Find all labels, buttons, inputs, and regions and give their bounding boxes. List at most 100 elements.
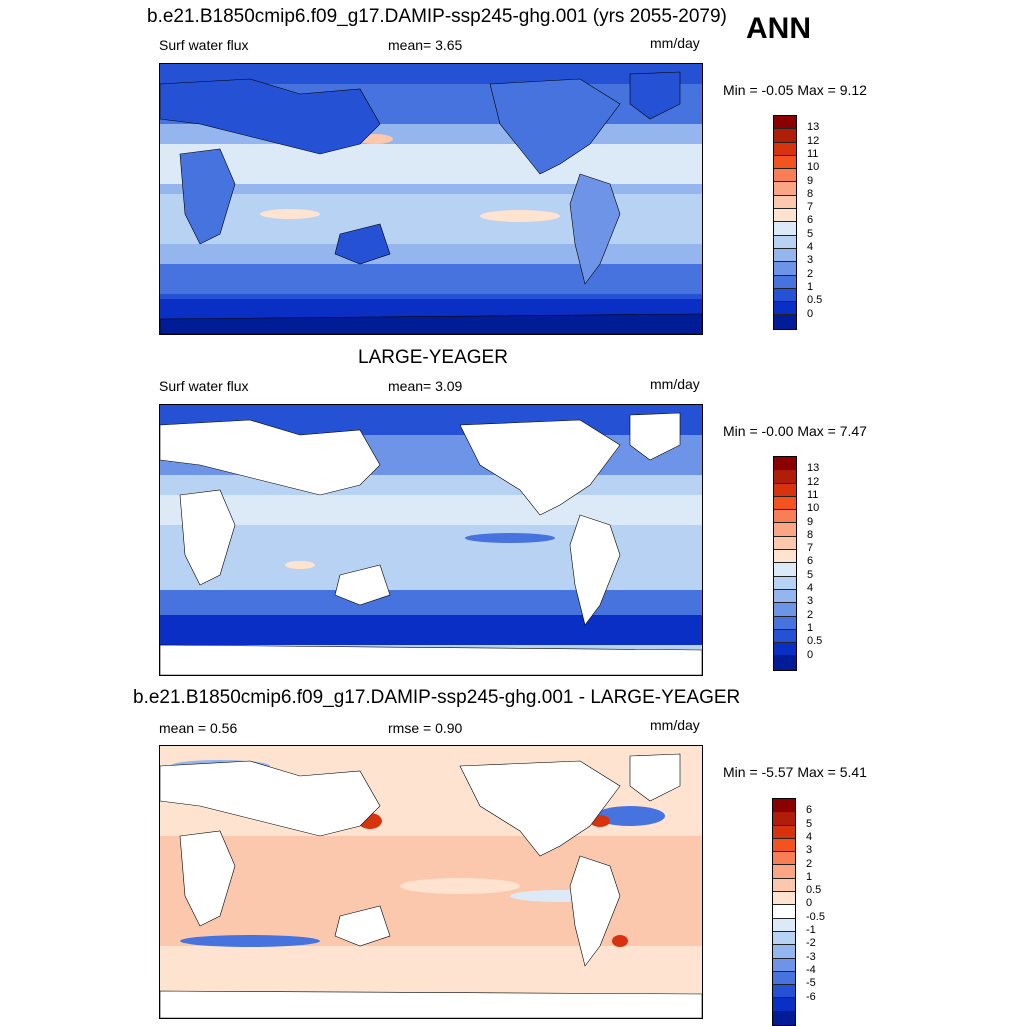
colorbar-swatch [774,496,796,511]
colorbar-tick-label: 5 [807,568,814,581]
colorbar-tick-label: 0.5 [806,884,822,897]
colorbar-tick-label: 0 [806,897,813,910]
colorbar-swatch [774,470,796,484]
colorbar-tick-label: 4 [807,582,814,594]
colorbar-swatch [773,812,795,826]
colorbar-swatch [774,169,796,183]
colorbar-tick-label: 5 [806,817,813,830]
colorbar-tick-label: 8 [807,528,814,541]
colorbar-tick-label: -4 [806,963,816,976]
panel2-colorbar [773,456,797,671]
panel1-colorbar [773,115,797,330]
colorbar-tick-label: 6 [806,804,813,817]
colorbar-swatch [774,483,796,497]
colorbar-swatch [774,315,796,329]
panel3-title: b.e21.B1850cmip6.f09_g17.DAMIP-ssp245-gh… [133,687,741,708]
panel3-minmax: Min = -5.57 Max = 5.41 [723,764,867,780]
colorbar-swatch [773,799,795,813]
colorbar-swatch [773,825,795,839]
panel2-units: mm/day [650,376,700,392]
colorbar-swatch [773,1011,795,1026]
panel1-title: b.e21.B1850cmip6.f09_g17.DAMIP-ssp245-gh… [147,6,727,27]
colorbar-swatch [774,603,796,617]
colorbar-tick-label: 10 [807,502,820,515]
panel1-map [159,63,703,335]
colorbar-tick-label: 8 [807,187,814,200]
colorbar-swatch [774,550,796,564]
colorbar-tick-label: -1 [806,924,816,936]
colorbar-swatch [773,865,795,879]
colorbar-swatch [773,838,795,853]
colorbar-swatch [773,878,795,893]
colorbar-tick-label: -0.5 [806,910,825,923]
colorbar-tick-label: 13 [807,462,820,475]
colorbar-swatch [773,905,795,919]
colorbar-swatch [773,852,795,866]
colorbar-tick-label: 12 [807,475,820,488]
colorbar-swatch [774,248,796,263]
colorbar-swatch [774,116,796,130]
colorbar-tick-label: 2 [807,267,814,280]
colorbar-tick-label: 1 [807,621,814,634]
colorbar-tick-label: 12 [807,134,820,147]
colorbar-tick-label: 9 [807,515,814,528]
panel2-map-svg [160,405,702,675]
colorbar-swatch [773,971,795,986]
panel3-colorbar [772,798,796,1026]
colorbar-swatch [774,142,796,156]
panel3-units: mm/day [650,717,700,733]
colorbar-swatch [774,195,796,210]
colorbar-swatch [773,958,795,972]
colorbar-tick-label: 4 [807,241,814,253]
colorbar-tick-label: 11 [807,147,819,160]
colorbar-swatch [773,892,795,906]
colorbar-swatch [774,589,796,604]
colorbar-swatch [774,275,796,289]
colorbar-tick-label: -6 [806,990,816,1003]
colorbar-swatch [774,536,796,551]
panel3-rmse-label: rmse = 0.90 [388,720,463,736]
colorbar-swatch [774,576,796,590]
colorbar-swatch [774,656,796,670]
colorbar-tick-label: 13 [807,121,820,134]
colorbar-swatch [774,288,796,303]
colorbar-swatch [774,629,796,644]
colorbar-tick-label: 0 [807,307,814,320]
colorbar-tick-label: -2 [806,937,816,950]
colorbar-tick-label: 6 [807,214,814,227]
colorbar-tick-label: 2 [807,608,814,621]
panel1-map-svg [160,64,702,334]
colorbar-swatch [773,918,795,932]
panel2-variable-label: Surf water flux [159,378,249,394]
colorbar-swatch [774,523,796,537]
colorbar-tick-label: 1 [807,280,814,293]
panel1-mean-label: mean= 3.65 [388,37,463,53]
colorbar-swatch [774,182,796,196]
colorbar-tick-label: 0.5 [807,635,823,648]
colorbar-tick-label: 9 [807,174,814,187]
colorbar-swatch [774,643,796,657]
panel3-mean-label: mean = 0.56 [159,720,238,736]
colorbar-tick-label: 10 [807,161,820,174]
panel2-minmax: Min = -0.00 Max = 7.47 [723,423,867,439]
panel1-units: mm/day [650,35,700,51]
colorbar-tick-label: 6 [807,555,814,568]
colorbar-tick-label: 0 [807,648,814,661]
colorbar-tick-label: 1 [806,870,813,883]
colorbar-swatch [774,616,796,630]
colorbar-swatch [773,931,795,946]
colorbar-swatch [773,985,795,999]
colorbar-tick-label: 2 [806,857,813,870]
colorbar-swatch [774,510,796,524]
colorbar-swatch [773,945,795,959]
colorbar-swatch [774,209,796,223]
colorbar-swatch [774,235,796,249]
colorbar-tick-label: -5 [806,977,816,990]
panel3-map-svg [160,746,702,1018]
colorbar-swatch [774,129,796,143]
panel2-title: LARGE-YEAGER [358,347,508,368]
season-label: ANN [746,12,811,45]
colorbar-swatch [774,457,796,471]
colorbar-swatch [774,302,796,316]
colorbar-tick-label: 7 [807,201,814,214]
